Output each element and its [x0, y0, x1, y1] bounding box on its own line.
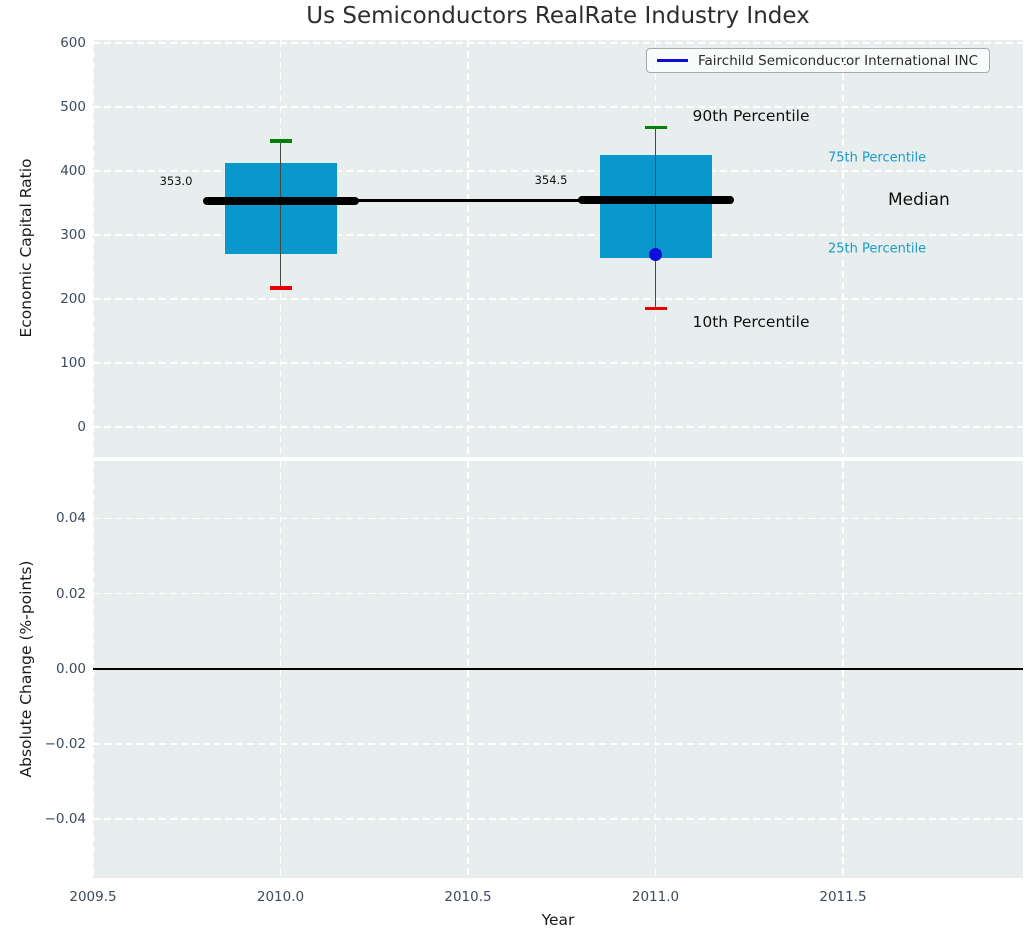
legend-line-icon	[657, 59, 688, 62]
y-tick-label: −0.04	[44, 811, 86, 828]
whisker-cap-high	[269, 139, 292, 143]
gridline-horizontal	[93, 298, 1023, 300]
gridline-horizontal	[93, 42, 1023, 44]
whisker-cap-low	[269, 286, 292, 290]
whisker-line	[279, 141, 282, 289]
y-tick-label: 400	[60, 163, 86, 180]
gridline-vertical	[467, 40, 469, 457]
y-tick-label: 0	[77, 418, 86, 435]
chart-title: Us Semiconductors RealRate Industry Inde…	[306, 3, 810, 29]
x-tick-label: 2010.0	[256, 889, 305, 905]
gridline-horizontal	[93, 818, 1023, 820]
company-data-point	[649, 247, 662, 261]
y-tick-label: 100	[60, 354, 86, 371]
y-tick-label: 0.00	[55, 660, 86, 677]
gridline-horizontal	[93, 517, 1023, 520]
gridline-horizontal	[93, 170, 1023, 172]
gridline-vertical	[92, 461, 94, 878]
y-tick-label: 200	[60, 291, 86, 308]
y-tick-label: 600	[60, 35, 86, 52]
gridline-vertical	[92, 40, 94, 457]
median-connector-line	[280, 199, 656, 202]
median-bar	[577, 196, 734, 205]
zero-line	[93, 667, 1023, 670]
annotation-p90: 90th Percentile	[692, 106, 810, 125]
median-bar	[202, 197, 359, 206]
gridline-horizontal	[93, 743, 1023, 745]
y-tick-label: 0.02	[55, 585, 86, 602]
gridline-horizontal	[93, 426, 1023, 428]
x-tick-label: 2011.0	[631, 889, 680, 905]
y-axis-label-top: Economic Capital Ratio	[17, 158, 35, 338]
legend-label: Fairchild Semiconductor International IN…	[698, 52, 979, 69]
y-tick-label: 300	[60, 227, 86, 244]
y-tick-label: −0.02	[44, 735, 86, 752]
median-value-label: 353.0	[159, 174, 193, 189]
x-tick-label: 2010.5	[444, 889, 492, 905]
gridline-vertical	[842, 40, 844, 457]
annotation-p25: 25th Percentile	[828, 241, 927, 257]
y-tick-label: 0.04	[55, 510, 86, 527]
whisker-cap-low	[644, 306, 667, 311]
y-tick-label: 500	[60, 99, 86, 116]
annotation-median: Median	[888, 190, 950, 211]
y-axis-label-bottom: Absolute Change (%-points)	[17, 560, 35, 778]
x-tick-label: 2011.5	[819, 889, 867, 905]
median-value-label: 354.5	[534, 173, 568, 188]
gridline-horizontal	[93, 362, 1023, 364]
legend: Fairchild Semiconductor International IN…	[646, 48, 991, 73]
x-tick-label: 2009.5	[69, 889, 117, 905]
gridline-horizontal	[93, 234, 1023, 236]
x-axis-label: Year	[541, 911, 575, 929]
whisker-line	[654, 127, 657, 309]
gridline-horizontal	[93, 592, 1023, 595]
annotation-p75: 75th Percentile	[828, 150, 927, 166]
annotation-p10: 10th Percentile	[692, 312, 810, 331]
gridline-horizontal	[93, 106, 1023, 108]
whisker-cap-high	[644, 125, 667, 130]
